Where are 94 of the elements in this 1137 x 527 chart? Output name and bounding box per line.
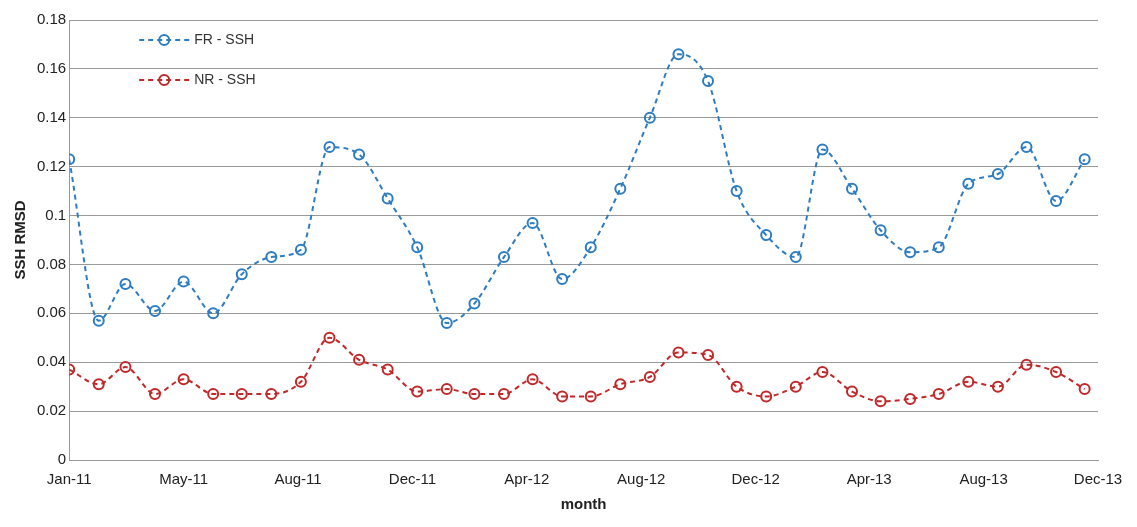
point — [614, 182, 627, 195]
point — [643, 370, 656, 383]
point — [149, 388, 162, 400]
x-tick-label: Aug-12 — [617, 470, 666, 488]
point — [1078, 153, 1091, 166]
point — [294, 375, 307, 388]
point — [874, 395, 887, 408]
point — [584, 390, 597, 403]
point — [411, 241, 424, 254]
point — [526, 373, 539, 386]
point — [702, 75, 715, 88]
x-tick-label: Aug-11 — [274, 470, 322, 488]
point — [672, 48, 685, 61]
y-tick-label: 0.12 — [36, 156, 67, 174]
point — [556, 273, 569, 286]
point — [323, 141, 336, 154]
point — [789, 251, 802, 264]
x-axis-title: month — [560, 495, 607, 513]
point — [294, 243, 307, 256]
x-tick-label: Aug-13 — [959, 470, 1008, 488]
point — [962, 177, 975, 190]
point — [381, 192, 394, 205]
point — [702, 348, 715, 361]
y-tick-label: 0.16 — [36, 59, 67, 77]
x-tick-label: Jan-11 — [46, 470, 92, 488]
x-tick-label: May-11 — [159, 470, 209, 488]
x-tick-label: Apr-12 — [504, 470, 550, 488]
point — [235, 268, 248, 281]
point — [411, 385, 424, 398]
point — [846, 182, 858, 195]
point — [440, 317, 453, 330]
point — [584, 241, 597, 254]
point — [1020, 141, 1033, 154]
point — [1050, 194, 1063, 207]
point — [119, 361, 132, 374]
y-axis-title: SSH RMSD — [11, 200, 29, 280]
x-tick-label: Dec-11 — [388, 470, 437, 488]
point — [789, 380, 802, 393]
point — [177, 275, 190, 288]
point — [440, 383, 453, 396]
point — [1050, 366, 1063, 378]
y-tick-label: 0.1 — [45, 205, 67, 223]
point — [904, 392, 917, 405]
point — [92, 378, 105, 391]
point — [353, 353, 366, 366]
point — [265, 251, 278, 264]
point — [468, 388, 481, 400]
point — [874, 224, 887, 237]
point — [846, 385, 858, 398]
point — [497, 251, 510, 264]
y-tick-label: 0.14 — [36, 107, 67, 125]
x-tick-label: Dec-13 — [1073, 470, 1123, 488]
point — [556, 390, 569, 403]
point — [643, 111, 656, 124]
legend-label: NR - SSH — [194, 70, 256, 87]
point — [614, 378, 627, 391]
y-tick-label: 0.18 — [36, 10, 67, 28]
point — [932, 388, 945, 400]
point — [991, 168, 1004, 180]
point — [932, 241, 945, 254]
point — [904, 246, 917, 259]
point — [207, 388, 220, 400]
point — [497, 388, 510, 400]
x-tick-label: Dec-12 — [731, 470, 780, 488]
point — [672, 346, 685, 359]
point — [235, 388, 248, 400]
point — [149, 304, 162, 317]
point — [323, 331, 336, 344]
point — [265, 388, 278, 400]
point — [468, 297, 481, 310]
point — [760, 229, 773, 242]
point — [816, 143, 829, 156]
point — [353, 148, 366, 161]
point — [177, 373, 190, 386]
point — [991, 380, 1004, 393]
point — [760, 390, 773, 403]
point — [1078, 383, 1091, 396]
point — [381, 363, 394, 376]
point — [962, 375, 975, 388]
y-tick-label: 0 — [57, 450, 67, 468]
point — [207, 307, 220, 320]
point — [119, 278, 132, 290]
point — [92, 314, 105, 327]
point — [730, 380, 743, 393]
y-tick-label: 0.08 — [36, 254, 67, 272]
y-tick-label: 0.06 — [36, 303, 67, 321]
point — [816, 366, 829, 378]
legend-label: FR - SSH — [194, 30, 255, 47]
y-tick-label: 0.02 — [36, 401, 67, 419]
x-tick-label: Apr-13 — [846, 470, 892, 488]
point — [526, 216, 539, 229]
y-tick-label: 0.04 — [36, 352, 67, 370]
point — [1020, 358, 1033, 371]
point — [730, 185, 743, 198]
